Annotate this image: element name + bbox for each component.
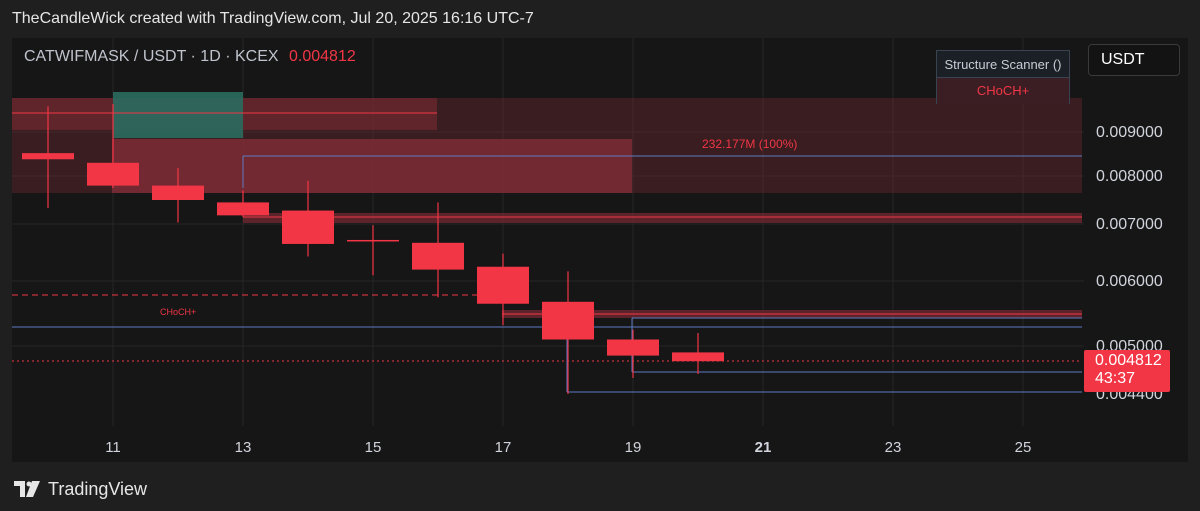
supply-zone-mid	[112, 139, 632, 193]
y-tick-label: 0.006000	[1096, 273, 1163, 290]
candlestick-chart[interactable]: 232.177M (100%) CHoCH+ 11 13 15 17 19 21 23 25 0.…	[12, 38, 1188, 462]
footer-branding[interactable]: TradingView	[14, 478, 147, 500]
footer-brand-name: TradingView	[48, 478, 148, 499]
symbol-pair: CATWIFMASK / USDT · 1D · KCEX	[24, 48, 279, 65]
chart-area[interactable]: 232.177M (100%) CHoCH+ 11 13 15 17 19 21 23 25 0.…	[12, 38, 1188, 462]
last-price-tag: 0.004812 43:37	[1084, 350, 1170, 392]
demand-zone-green	[113, 92, 243, 138]
candle-body	[282, 210, 334, 244]
x-tick-label: 15	[365, 439, 382, 456]
choch-label: CHoCH+	[160, 307, 196, 317]
structure-scanner-panel[interactable]: Structure Scanner () CHoCH+	[936, 50, 1070, 104]
resistance-band	[243, 213, 1082, 223]
scanner-title: Structure Scanner ()	[937, 51, 1069, 78]
candle-body	[347, 239, 399, 242]
scanner-value: CHoCH+	[937, 78, 1069, 104]
x-tick-label: 21	[755, 439, 772, 456]
y-tick-label: 0.007000	[1096, 216, 1163, 233]
symbol-legend: CATWIFMASK / USDT · 1D · KCEX 0.004812	[24, 48, 356, 66]
candle-body	[87, 162, 139, 186]
candle-body	[477, 266, 529, 304]
x-tick-label: 11	[105, 439, 121, 456]
candle-body	[217, 202, 269, 216]
candle-layer	[22, 104, 724, 394]
x-tick-label: 13	[235, 439, 252, 456]
y-tick-label: 0.009000	[1096, 124, 1163, 141]
currency-button[interactable]: USDT	[1088, 44, 1180, 76]
x-tick-label: 23	[885, 439, 902, 456]
price-tag-countdown: 43:37	[1095, 370, 1136, 387]
volume-label: 232.177M (100%)	[702, 137, 797, 151]
candle-body	[22, 153, 74, 160]
candle-body	[607, 339, 659, 356]
y-tick-label: 0.008000	[1096, 168, 1163, 185]
candle-body	[152, 185, 204, 200]
price-tag-value: 0.004812	[1095, 352, 1162, 369]
x-tick-label: 17	[495, 439, 512, 456]
zone-layer: 232.177M (100%) CHoCH+	[12, 92, 1082, 393]
chart-attribution: TheCandleWick created with TradingView.c…	[12, 10, 534, 27]
x-tick-label: 19	[625, 439, 642, 456]
symbol-last-price: 0.004812	[289, 48, 356, 65]
candle-body	[542, 301, 594, 340]
candle-body	[412, 242, 464, 270]
tradingview-logo-icon	[14, 481, 40, 497]
candle-body	[672, 352, 724, 362]
x-tick-label: 25	[1015, 439, 1032, 456]
